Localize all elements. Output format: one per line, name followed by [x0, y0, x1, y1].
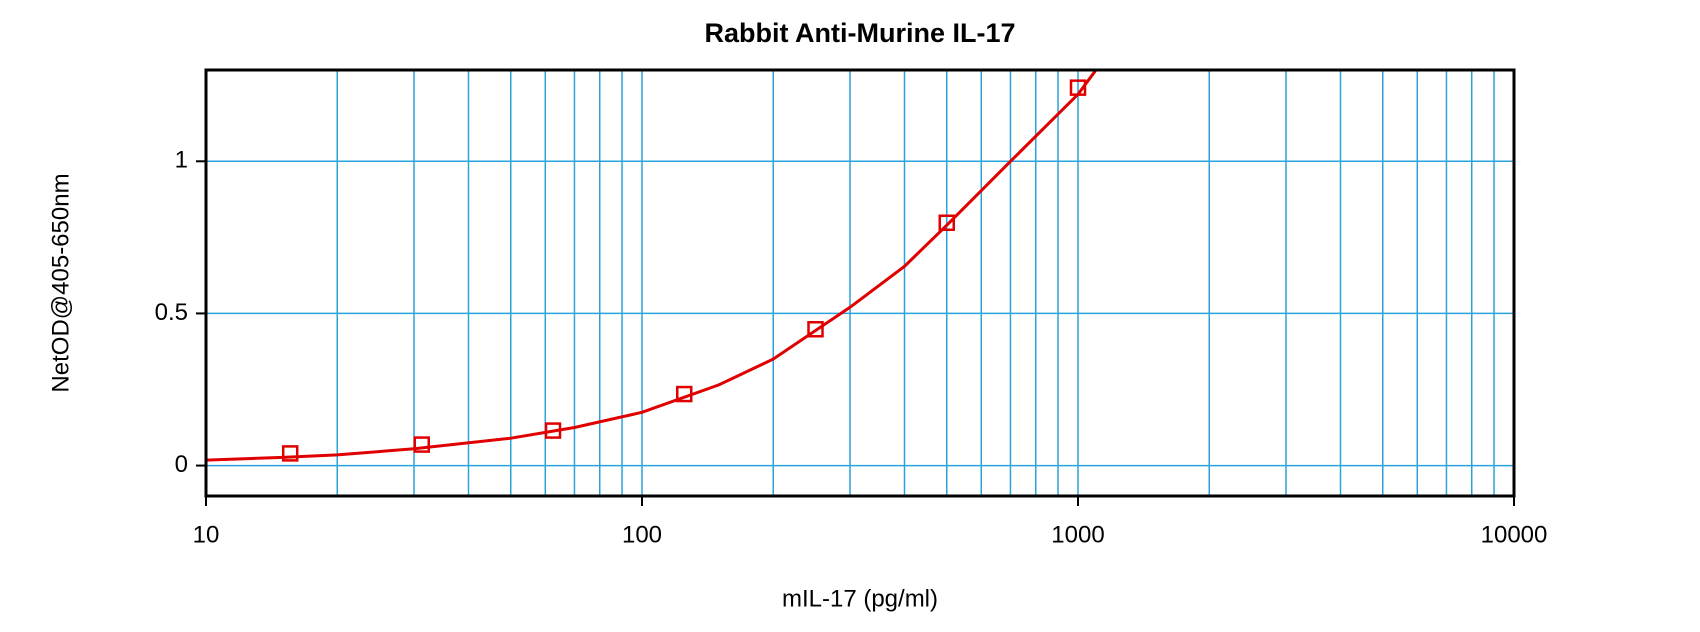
- data-point: [281, 445, 299, 462]
- x-tick-label: 10: [193, 521, 220, 548]
- fit-curve: [206, 70, 1098, 462]
- y-axis-label: NetOD@405-650nm: [47, 173, 74, 392]
- x-tick-label: 10000: [1481, 521, 1548, 548]
- x-axis-label: mIL-17 (pg/ml): [782, 585, 938, 612]
- chart-title: Rabbit Anti-Murine IL-17: [705, 18, 1016, 48]
- y-tick-label: 1: [175, 147, 188, 174]
- data-point: [938, 214, 956, 232]
- marks: [206, 70, 1098, 462]
- x-tick-label: 100: [622, 521, 662, 548]
- grid: [205, 70, 1515, 496]
- data-point: [807, 321, 824, 338]
- data-point: [413, 436, 431, 453]
- y-tick-label: 0: [175, 451, 188, 478]
- plot-frame: [204, 68, 1516, 498]
- y-tick-label: 0.5: [155, 299, 188, 326]
- x-tick-label: 1000: [1051, 521, 1104, 548]
